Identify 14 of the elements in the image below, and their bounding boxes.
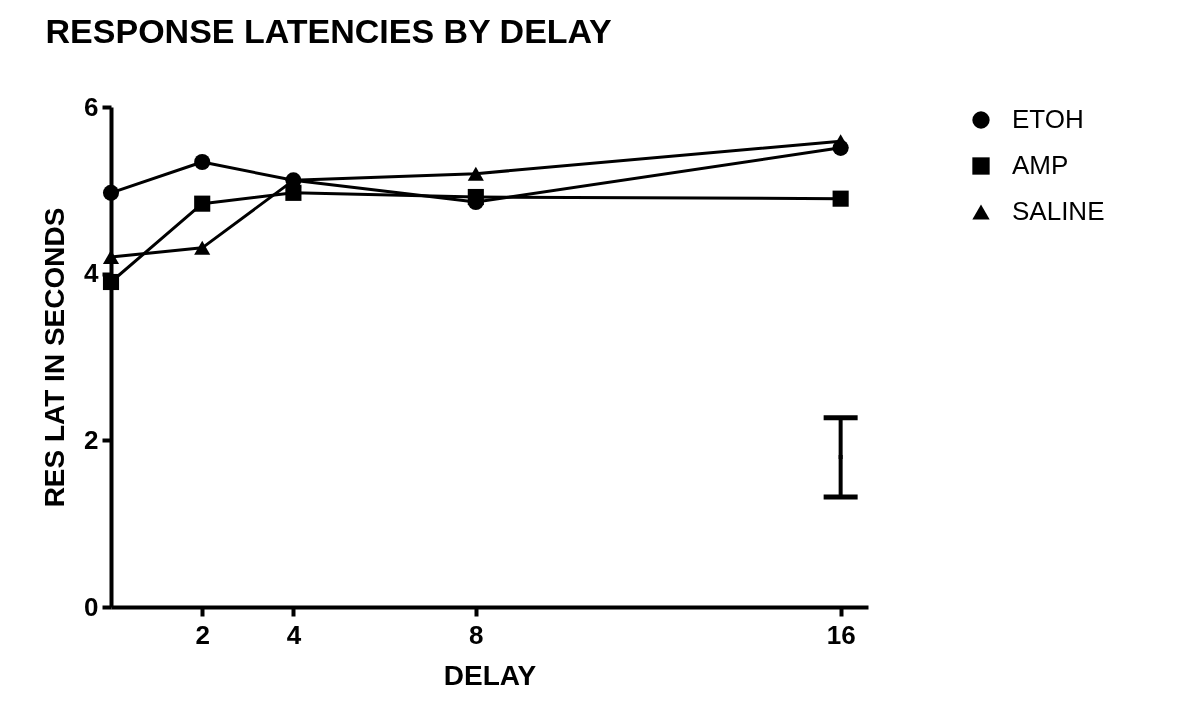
y-tick-label: 0	[84, 591, 99, 622]
legend-label: AMP	[1012, 150, 1069, 180]
x-tick-label: 8	[469, 619, 484, 650]
x-axis-title: DELAY	[443, 659, 537, 691]
y-tick-label: 2	[84, 424, 99, 455]
legend-label: SALINE	[1012, 196, 1105, 226]
legend-label: ETOH	[1012, 104, 1084, 134]
chart-title: RESPONSE LATENCIES BY DELAY	[45, 12, 613, 50]
x-tick-label: 4	[286, 619, 302, 650]
y-tick-label: 6	[84, 91, 99, 122]
y-tick-label: 4	[84, 258, 100, 289]
y-axis-title: RES LAT IN SECONDS	[39, 207, 71, 508]
x-tick-label: 2	[195, 619, 210, 650]
x-tick-label: 16	[826, 619, 856, 650]
